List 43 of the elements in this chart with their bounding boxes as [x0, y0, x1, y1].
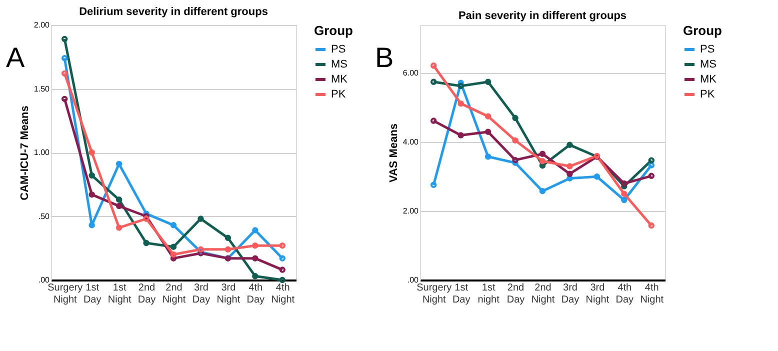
x-tick-label: 3rd Day [561, 282, 580, 306]
y-tick-label: .00 [38, 276, 50, 284]
x-tick-label: 1st Night [108, 282, 132, 306]
y-tick-label: 1.00 [34, 148, 50, 157]
x-tick-label: 4th Day [616, 282, 634, 306]
legend-title: Group [314, 23, 354, 38]
y-tick-label: 1.50 [34, 84, 50, 94]
y-tick-label: 2.00 [402, 206, 420, 216]
x-tick-label: Surgery Night [416, 282, 452, 306]
x-tick-label: 3rd Night [216, 282, 240, 306]
y-axis-title: CAM-ICU-7 Means [18, 106, 31, 200]
legend-title: Group [683, 23, 722, 38]
x-tick-label: 4th Day [246, 282, 265, 306]
x-tick-label: Surgery Night [48, 282, 83, 306]
legend-label: MK [331, 74, 348, 86]
x-tick-label: 2nd Day [506, 282, 525, 306]
x-tick-label: 2nd Night [531, 282, 555, 306]
x-tick-label: 1st night [478, 282, 500, 306]
chart-title: Delirium severity in different groups [79, 6, 268, 18]
legend-label: PS [700, 44, 715, 56]
y-axis-title: VAS Means [388, 123, 400, 183]
y-tick-label: .50 [38, 212, 50, 221]
legend-label: PK [700, 88, 716, 100]
legend-label: PS [331, 44, 346, 56]
y-tick-label: 6.00 [402, 68, 420, 78]
x-tick-label: 2nd Day [138, 282, 156, 306]
legend-label: MK [700, 74, 718, 86]
x-tick-label: 4th Night [640, 282, 664, 306]
y-tick-label: 2.00 [34, 20, 50, 30]
y-tick-label: .00 [407, 276, 420, 284]
x-tick-label: 1st Day [83, 282, 102, 306]
x-tick-label: 4th Night [271, 282, 295, 306]
x-tick-label: 3rd Night [586, 282, 610, 306]
legend-label: MS [700, 58, 716, 70]
y-tick-label: 4.00 [402, 138, 420, 147]
chart-title: Pain severity in different groups [458, 10, 627, 22]
x-tick-label: 2nd Night [162, 282, 186, 306]
x-tick-label: 1st Day [452, 282, 470, 306]
legend-label: MS [331, 58, 348, 70]
text: B [375, 42, 394, 73]
x-tick-label: 3rd Day [192, 282, 210, 306]
legend-label: PK [331, 88, 346, 100]
text: A [6, 42, 25, 73]
